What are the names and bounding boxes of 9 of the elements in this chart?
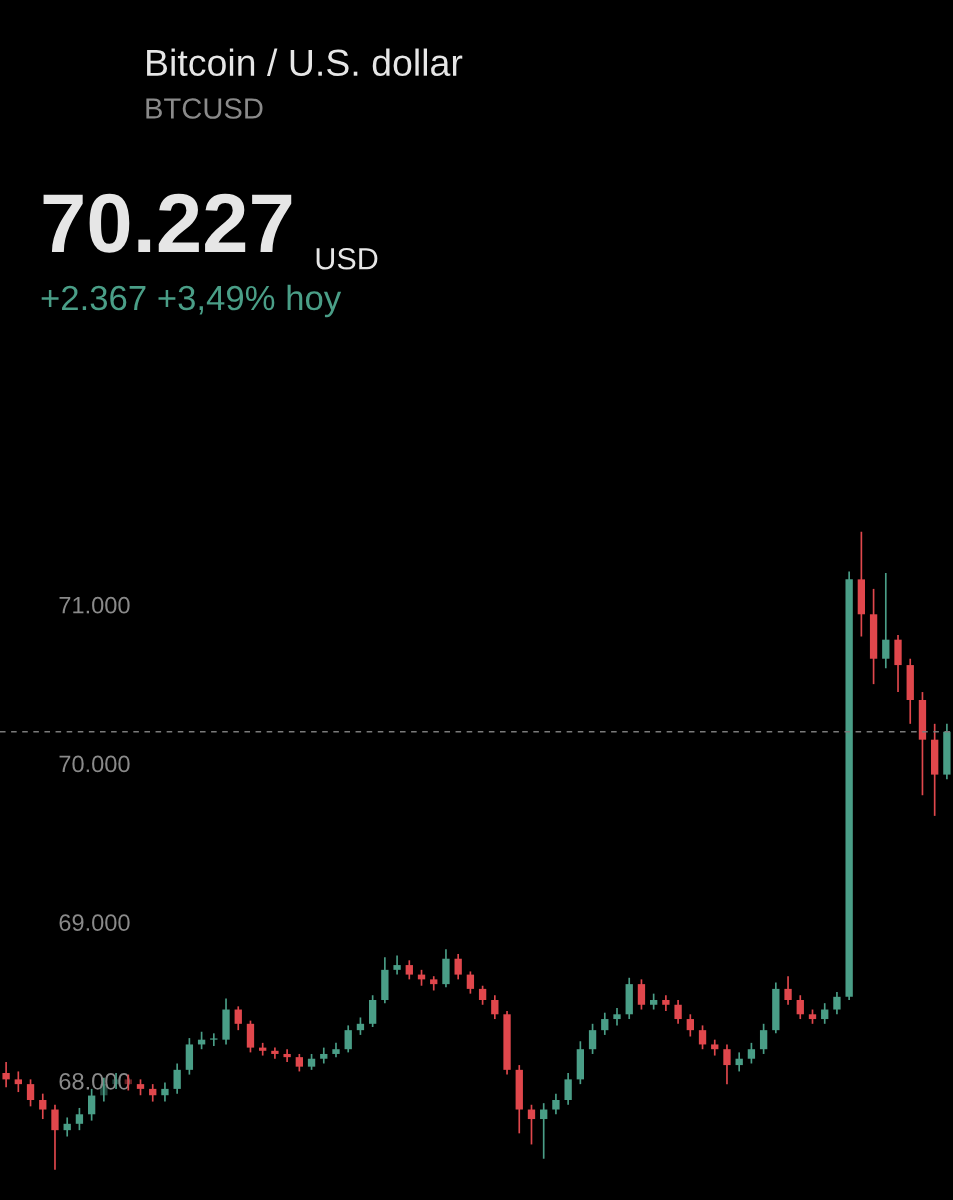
y-tick-label: 70.000 [59,755,130,773]
text: BTCUSD [146,98,263,119]
y-tick-label: 69.000 [59,914,130,932]
candlestick [210,1032,218,1047]
annotation: USD [316,247,378,270]
annotation: +2.367 +3,49% hoy [41,284,342,318]
text: Bitcoin / U.S. dollar [147,48,463,77]
y-tick-label: 71.000 [59,596,130,614]
annotation: 70.227 [43,193,292,253]
